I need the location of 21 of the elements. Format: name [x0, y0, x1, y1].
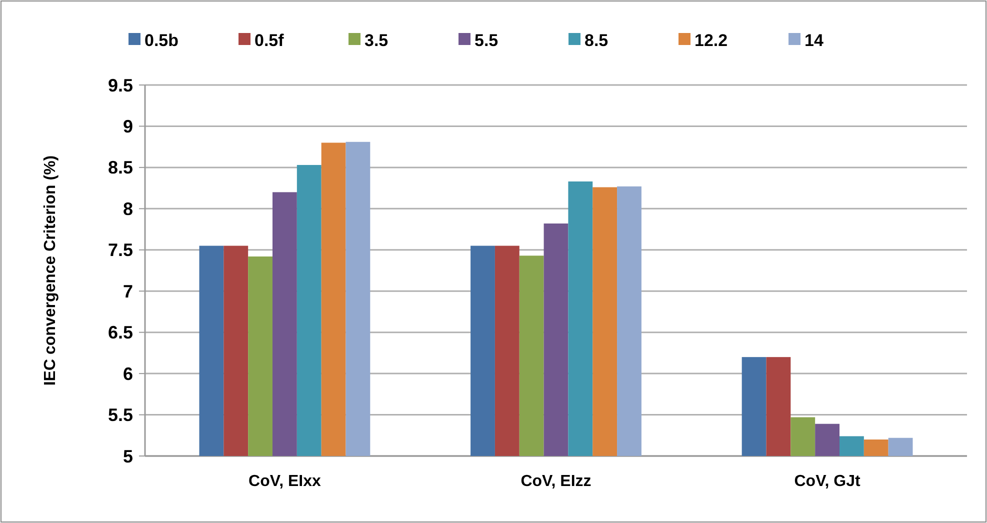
legend-label: 14: [804, 30, 824, 50]
legend-label: 3.5: [364, 30, 388, 50]
legend-label: 0.5b: [144, 30, 179, 50]
y-tick-label: 5: [122, 446, 133, 466]
x-tick-label: CoV, EIzz: [520, 473, 592, 490]
y-tick-label: 9: [122, 116, 133, 137]
x-tick-label: CoV, GJt: [794, 473, 862, 490]
y-tick-label: 9.5: [108, 75, 133, 96]
y-tick-label: 8: [122, 198, 133, 219]
legend-label: 5.5: [474, 30, 498, 50]
y-tick-label: 7: [122, 281, 133, 302]
legend-label: 12.2: [694, 30, 728, 50]
y-tick-label: 7.5: [108, 240, 133, 260]
y-tick-label: 6: [122, 364, 133, 384]
y-tick-label: 5.5: [108, 405, 133, 426]
y-tick-label: 6.5: [108, 322, 133, 343]
y-tick-label: 8.5: [108, 158, 133, 178]
legend-label: 0.5f: [254, 30, 284, 50]
legend-label: 8.5: [584, 30, 608, 50]
x-tick-label: CoV, EIxx: [248, 473, 321, 490]
y-axis-title: IEC convergence Criterion (%): [42, 155, 59, 386]
